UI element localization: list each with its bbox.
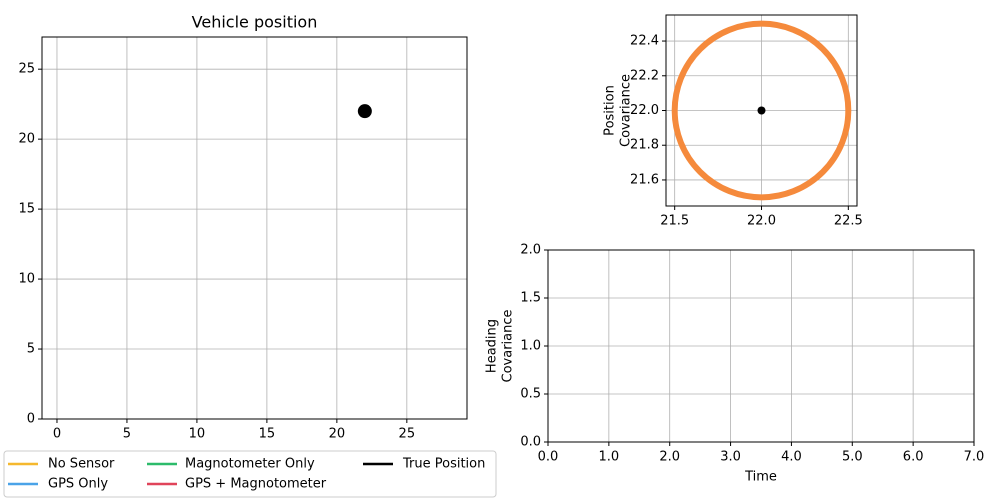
x-tick-label: 6.0 bbox=[903, 450, 924, 465]
y-tick-label: 25 bbox=[18, 62, 35, 77]
y-tick-label: 1.0 bbox=[520, 339, 541, 354]
legend-label: GPS + Magnotometer bbox=[185, 477, 327, 492]
x-tick-label: 22.0 bbox=[747, 214, 776, 229]
y-tick-label: 0.0 bbox=[520, 435, 541, 450]
x-tick-label: 21.5 bbox=[660, 214, 689, 229]
center-point bbox=[757, 106, 766, 115]
y-tick-label: 2.0 bbox=[520, 243, 541, 258]
x-tick-label: 0.0 bbox=[538, 450, 559, 465]
y-tick-label: 0.5 bbox=[520, 387, 541, 402]
y-tick-label: 20 bbox=[18, 132, 35, 147]
point bbox=[357, 104, 372, 119]
x-tick-label: 7.0 bbox=[964, 450, 985, 465]
x-tick-label: 5.0 bbox=[842, 450, 863, 465]
y-tick-label: 15 bbox=[18, 202, 35, 217]
legend-box bbox=[3, 450, 497, 498]
x-tick-label: 15 bbox=[259, 427, 276, 442]
y-axis-label: Heading bbox=[485, 319, 500, 373]
y-tick-label: 10 bbox=[18, 272, 35, 287]
y-axis-label: Position bbox=[603, 85, 618, 136]
x-tick-label: 25 bbox=[399, 427, 416, 442]
y-axis-label: Covariance bbox=[501, 310, 516, 383]
chart-title: Vehicle position bbox=[192, 13, 318, 32]
y-tick-label: 0 bbox=[27, 412, 35, 427]
y-tick-label: 21.6 bbox=[630, 172, 659, 187]
legend-label: No Sensor bbox=[48, 457, 115, 472]
covariance-ellipse bbox=[671, 20, 852, 201]
axes-frame bbox=[41, 36, 468, 420]
legend-label: Magnotometer Only bbox=[185, 457, 315, 472]
y-axis-label: Covariance bbox=[619, 74, 634, 147]
x-tick-label: 10 bbox=[189, 427, 206, 442]
y-tick-label: 22.0 bbox=[630, 103, 659, 118]
x-tick-label: 1.0 bbox=[599, 450, 620, 465]
legend-label: GPS Only bbox=[48, 477, 108, 492]
x-tick-label: 3.0 bbox=[720, 450, 741, 465]
y-tick-label: 5 bbox=[27, 342, 35, 357]
legend-label: True Position bbox=[402, 457, 485, 472]
y-tick-label: 21.8 bbox=[630, 138, 659, 153]
x-axis-label: Time bbox=[744, 470, 777, 485]
x-tick-label: 0 bbox=[53, 427, 61, 442]
axes-frame bbox=[665, 14, 858, 207]
y-tick-label: 22.4 bbox=[630, 34, 659, 49]
y-tick-label: 1.5 bbox=[520, 291, 541, 306]
y-tick-label: 22.2 bbox=[630, 68, 659, 83]
x-tick-label: 20 bbox=[329, 427, 346, 442]
axes-frame bbox=[547, 249, 975, 443]
x-tick-label: 22.5 bbox=[834, 214, 863, 229]
x-tick-label: 4.0 bbox=[781, 450, 802, 465]
x-tick-label: 2.0 bbox=[659, 450, 680, 465]
x-tick-label: 5 bbox=[123, 427, 131, 442]
